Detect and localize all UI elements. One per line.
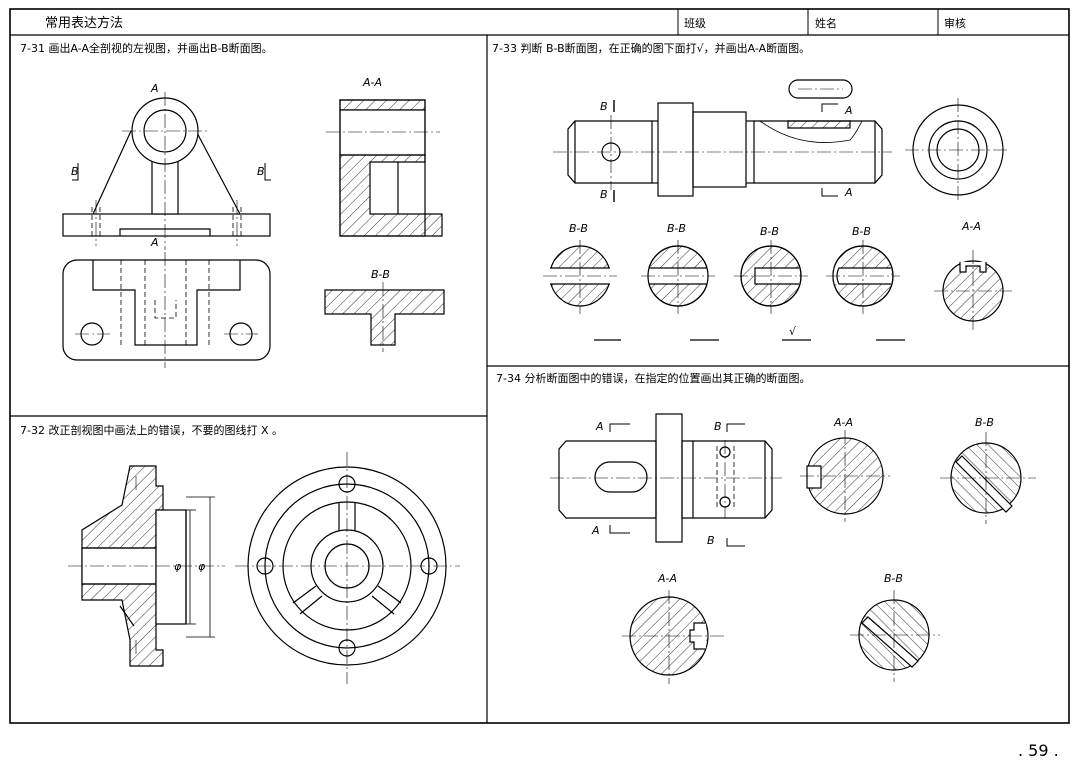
page-number: . 59 . bbox=[1018, 741, 1059, 760]
label-B-B-answer: B-B bbox=[884, 572, 903, 585]
label-A-7-34-bottom: A bbox=[591, 524, 600, 537]
task-7-33-title: 7-33 判断 B-B断面图，在正确的图下面打√，并画出A-A断面图。 bbox=[492, 41, 810, 55]
label-B-7-34-top: B bbox=[714, 420, 722, 433]
task-7-34-wrong-bb bbox=[940, 432, 1036, 524]
label-B-B-opt4: B-B bbox=[852, 225, 871, 238]
task-7-33-end-view bbox=[905, 98, 1010, 202]
header-title: 常用表达方法 bbox=[45, 15, 123, 31]
label-A-7-34-top: A bbox=[595, 420, 604, 433]
task-7-34-wrong-aa bbox=[800, 430, 890, 522]
task-7-33-shaft bbox=[553, 79, 892, 202]
task-7-34-answer-bb bbox=[850, 590, 940, 682]
label-B-B-opt3: B-B bbox=[760, 225, 779, 238]
task-7-34-answer-aa bbox=[622, 590, 724, 684]
task-7-31-title: 7-31 画出A-A全剖视的左视图，并画出B-B断面图。 bbox=[20, 41, 273, 55]
task-7-33-bb-option-3[interactable] bbox=[734, 240, 811, 341]
label-A-top: A bbox=[150, 82, 159, 95]
label-B-B-wrong: B-B bbox=[975, 416, 994, 429]
label-phi-outer: φ bbox=[198, 560, 206, 573]
sheet-frame bbox=[9, 8, 1070, 724]
label-A-A-7-33: A-A bbox=[961, 220, 981, 233]
label-B-B-opt2: B-B bbox=[667, 222, 686, 235]
label-B-right: B bbox=[257, 165, 265, 178]
task-7-33-aa-answer bbox=[934, 250, 1012, 332]
task-7-34-shaft bbox=[550, 413, 782, 547]
task-7-31-section-b-b bbox=[324, 282, 445, 352]
task-7-31-section-a-a bbox=[326, 99, 443, 237]
task-7-32-title: 7-32 改正剖视图中画法上的错误，不要的图线打 X 。 bbox=[20, 423, 283, 437]
task-7-31-front-view bbox=[62, 92, 271, 250]
label-A-A-answer: A-A bbox=[657, 572, 677, 585]
label-B-B-7-31: B-B bbox=[371, 268, 390, 281]
label-B-7-34-bottom: B bbox=[707, 534, 715, 547]
task-7-31-top-view bbox=[62, 252, 271, 368]
header-name-label: 姓名 bbox=[815, 16, 837, 30]
task-7-32-section-view bbox=[68, 465, 225, 667]
label-B-B-opt1: B-B bbox=[569, 222, 588, 235]
task-7-32-end-view bbox=[235, 452, 460, 684]
task-7-33-bb-option-4[interactable] bbox=[826, 240, 905, 341]
label-A-bottom: A bbox=[150, 236, 159, 249]
task-7-34-title: 7-34 分析断面图中的错误，在指定的位置画出其正确的断面图。 bbox=[496, 371, 810, 385]
label-B-7-33-bottom: B bbox=[600, 188, 608, 201]
label-A-A-7-31: A-A bbox=[362, 76, 382, 89]
label-A-7-33-bottom: A bbox=[844, 186, 853, 199]
label-B-7-33-top: B bbox=[600, 100, 608, 113]
header-review-label: 审核 bbox=[944, 16, 966, 30]
option-3-check-mark: √ bbox=[789, 325, 797, 338]
header-class-label: 班级 bbox=[684, 17, 706, 30]
label-A-A-wrong: A-A bbox=[833, 416, 853, 429]
label-A-7-33-top: A bbox=[844, 104, 853, 117]
label-phi-inner: φ bbox=[174, 560, 182, 573]
task-7-33-bb-option-1[interactable] bbox=[543, 240, 621, 341]
task-7-33-bb-option-2[interactable] bbox=[641, 240, 719, 341]
label-B-left: B bbox=[71, 165, 79, 178]
